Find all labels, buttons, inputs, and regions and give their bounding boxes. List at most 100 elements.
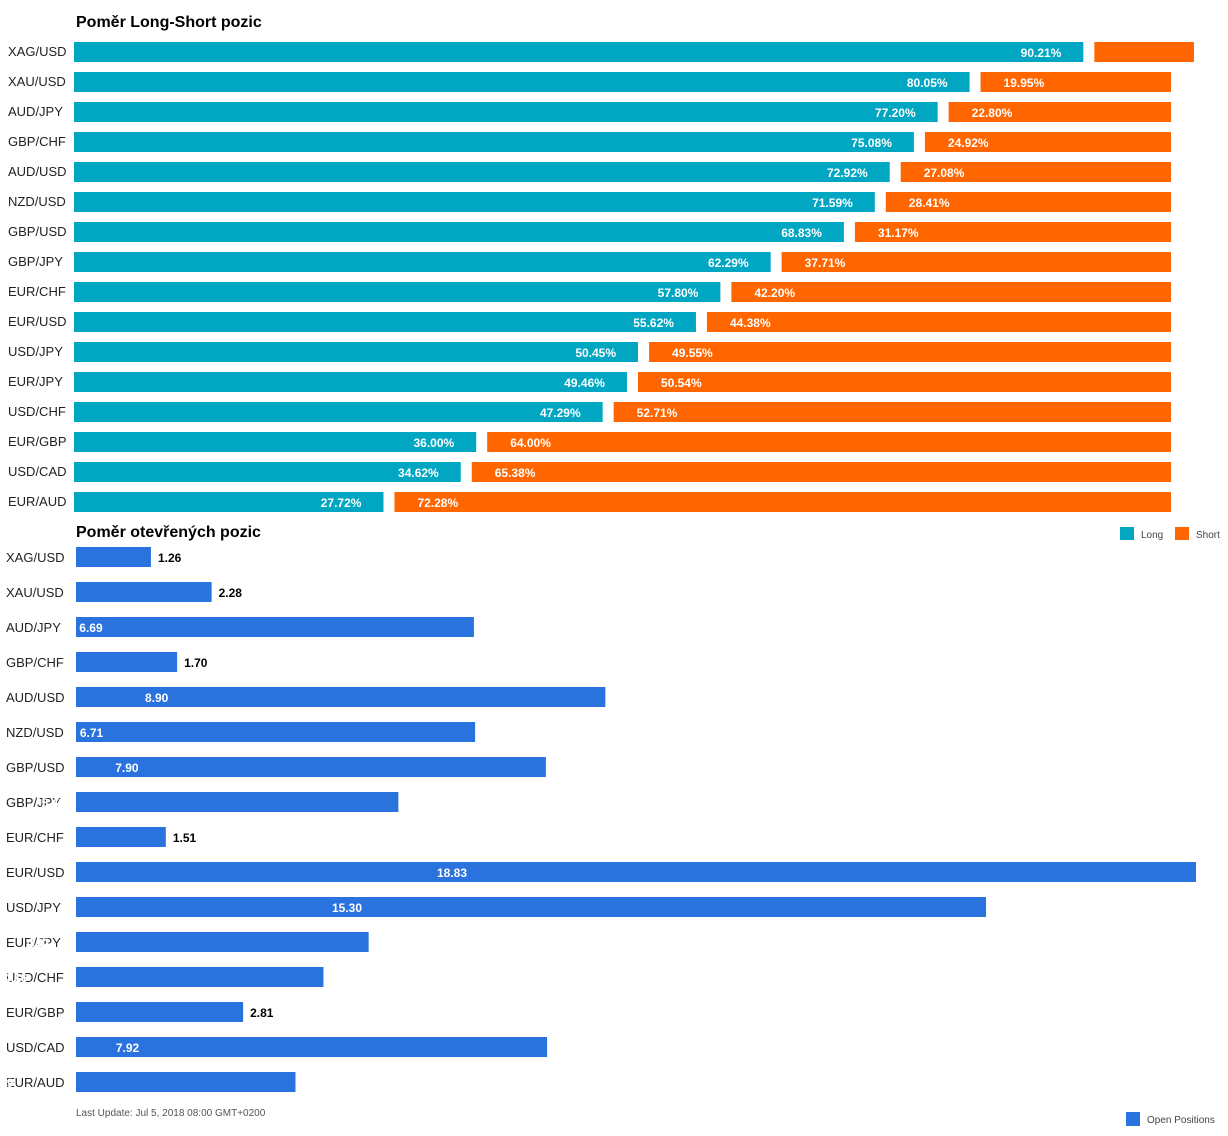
open-positions-bar [76, 967, 324, 987]
long-value-label: 72.92% [827, 166, 868, 180]
category-label: NZD/USD [6, 725, 64, 740]
short-bar [854, 222, 1171, 242]
open-positions-bar [76, 687, 606, 707]
long-bar [74, 72, 970, 92]
long-bar [74, 462, 461, 482]
open-positions-value-label: 7.92 [116, 1041, 140, 1055]
last-update-text: Last Update: Jul 5, 2018 08:00 GMT+0200 [76, 1108, 266, 1119]
open-positions-bar [76, 792, 399, 812]
long-value-label: 68.83% [781, 226, 822, 240]
short-bar [637, 372, 1171, 392]
short-bar [885, 192, 1171, 212]
open-positions-bar [76, 897, 987, 917]
long-value-label: 77.20% [875, 106, 916, 120]
short-bar [649, 342, 1171, 362]
long-value-label: 55.62% [633, 316, 674, 330]
legend-open-label: Open Positions [1147, 1115, 1215, 1126]
open-positions-value-label: 18.83 [437, 866, 467, 880]
short-value-label: 72.28% [417, 496, 458, 510]
category-label: EUR/CHF [8, 284, 66, 299]
long-value-label: 57.80% [658, 286, 699, 300]
long-value-label: 34.62% [398, 466, 439, 480]
category-label: XAG/USD [6, 550, 65, 565]
open-positions-bar [76, 617, 474, 637]
open-positions-legend: Open Positions [1126, 1112, 1215, 1126]
open-positions-value-label: 1.70 [184, 656, 208, 670]
long-bar [74, 372, 627, 392]
short-value-label: 65.38% [495, 466, 536, 480]
short-bar [781, 252, 1171, 272]
long-short-title: Poměr Long-Short pozic [76, 14, 262, 31]
open-positions-value-label: 5.42 [42, 796, 66, 810]
short-bar [924, 132, 1171, 152]
long-short-chart: Poměr Long-Short pozic XAG/USD 90.21% XAU/… [8, 14, 1220, 541]
open-positions-bar [76, 1002, 244, 1022]
long-bar [74, 312, 696, 332]
category-label: GBP/JPY [8, 254, 63, 269]
short-value-label: 50.54% [661, 376, 702, 390]
open-positions-value-label: 1.51 [173, 831, 197, 845]
category-label: XAG/USD [8, 44, 67, 59]
open-positions-value-label: 2.81 [250, 1006, 274, 1020]
open-positions-bar [76, 547, 151, 567]
category-label: EUR/AUD [6, 1075, 65, 1090]
long-bar [74, 342, 639, 362]
open-positions-bar [76, 652, 178, 672]
short-value-label: 49.55% [672, 346, 713, 360]
open-positions-bar [76, 582, 212, 602]
legend-long-swatch [1120, 527, 1134, 540]
short-value-label: 24.92% [948, 136, 989, 150]
long-bar [74, 42, 1084, 62]
category-label: AUD/JPY [8, 104, 63, 119]
open-positions-bar [76, 1037, 548, 1057]
open-positions-bar [76, 827, 166, 847]
category-label: GBP/CHF [8, 134, 66, 149]
short-value-label: 44.38% [730, 316, 771, 330]
category-label: GBP/USD [6, 760, 65, 775]
legend-open-swatch [1126, 1112, 1140, 1126]
short-value-label: 64.00% [510, 436, 551, 450]
short-bar [1094, 42, 1194, 62]
category-label: USD/CAD [8, 464, 67, 479]
open-positions-title: Poměr otevřených pozic [76, 524, 261, 541]
category-label: EUR/GBP [8, 434, 67, 449]
short-bar [980, 72, 1171, 92]
long-bar [74, 492, 384, 512]
category-label: EUR/AUD [8, 494, 67, 509]
long-value-label: 27.72% [321, 496, 362, 510]
short-bar [471, 462, 1171, 482]
short-bar [487, 432, 1171, 452]
open-positions-bar [76, 862, 1196, 882]
long-value-label: 50.45% [575, 346, 616, 360]
category-label: GBP/CHF [6, 655, 64, 670]
short-value-label: 19.95% [1004, 76, 1045, 90]
long-value-label: 75.08% [851, 136, 892, 150]
short-bar [613, 402, 1171, 422]
long-value-label: 62.29% [708, 256, 749, 270]
long-bar [74, 132, 914, 152]
category-label: XAU/USD [6, 585, 64, 600]
category-label: XAU/USD [8, 74, 66, 89]
short-value-label: 27.08% [924, 166, 965, 180]
long-bar [74, 192, 875, 212]
category-label: EUR/USD [6, 865, 65, 880]
open-positions-bar [76, 932, 369, 952]
category-label: GBP/USD [8, 224, 67, 239]
long-value-label: 36.00% [413, 436, 454, 450]
open-positions-value-label: 6.71 [80, 726, 104, 740]
short-value-label: 31.17% [878, 226, 919, 240]
category-label: USD/JPY [6, 900, 61, 915]
short-bar [900, 162, 1171, 182]
category-label: AUD/JPY [6, 620, 61, 635]
long-bar [74, 222, 844, 242]
category-label: EUR/JPY [8, 374, 63, 389]
open-positions-value-label: 6.69 [79, 621, 103, 635]
open-positions-value-label: 7.90 [115, 761, 139, 775]
short-bar [948, 102, 1171, 122]
long-bar [74, 162, 890, 182]
short-bar [706, 312, 1171, 332]
short-value-label: 28.41% [909, 196, 950, 210]
short-value-label: 37.71% [805, 256, 846, 270]
long-bar [74, 252, 771, 272]
